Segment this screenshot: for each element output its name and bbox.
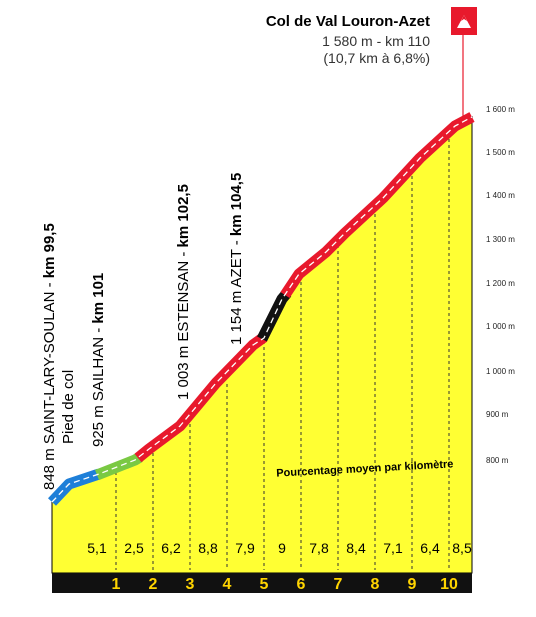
summit-altitude: 1 580 m - km 110 bbox=[322, 33, 430, 49]
gradient-label: 9 bbox=[278, 540, 286, 556]
waypoint-label: 848 m SAINT-LARY-SOULAN - km 99,5 bbox=[41, 223, 58, 490]
y-tick-label: 800 m bbox=[486, 456, 509, 465]
road-centerline bbox=[51, 116, 473, 503]
km-markers: 1 2 3 4 5 6 7 8 9 10 bbox=[112, 576, 458, 593]
km-marker: 4 bbox=[223, 576, 232, 593]
y-tick-label: 1 600 m bbox=[486, 105, 515, 114]
waypoint-km: km 104,5 bbox=[228, 173, 245, 236]
gradient-label: 7,8 bbox=[309, 540, 329, 556]
gradient-label: 7,1 bbox=[383, 540, 403, 556]
km-marker: 5 bbox=[260, 576, 269, 593]
waypoint-labels: 848 m SAINT-LARY-SOULAN - km 99,5 Pied d… bbox=[41, 173, 245, 490]
y-tick-label: 1 000 m bbox=[486, 322, 515, 331]
y-tick-label: 900 m bbox=[486, 410, 509, 419]
km-marker: 10 bbox=[440, 576, 458, 593]
km-marker: 1 bbox=[112, 576, 121, 593]
y-tick-label: 1 300 m bbox=[486, 235, 515, 244]
y-tick-label: 1 200 m bbox=[486, 279, 515, 288]
y-tick-label: 1 000 m bbox=[486, 367, 515, 376]
gradient-label: 8,4 bbox=[346, 540, 366, 556]
waypoint-place: 1 003 m ESTENSAN - bbox=[175, 247, 192, 400]
summit-info: Col de Val Louron-Azet 1 580 m - km 110 … bbox=[266, 13, 430, 66]
gradient-label: 6,4 bbox=[420, 540, 440, 556]
gradient-label: 7,9 bbox=[235, 540, 255, 556]
mountain-icon bbox=[457, 15, 471, 28]
gradient-label: 8,5 bbox=[452, 540, 472, 556]
summit-name: Col de Val Louron-Azet bbox=[266, 13, 430, 30]
waypoint-label: 1 154 m AZET - km 104,5 bbox=[228, 173, 245, 345]
gradient-label: 5,1 bbox=[87, 540, 107, 556]
km-marker: 2 bbox=[149, 576, 158, 593]
waypoint-place: 925 m SAILHAN - bbox=[90, 324, 107, 447]
waypoint-place: 848 m SAINT-LARY-SOULAN - bbox=[41, 278, 58, 490]
profile-base bbox=[52, 573, 472, 593]
summit-marker bbox=[451, 7, 477, 118]
gradient-labels: 5,1 2,5 6,2 8,8 7,9 9 7,8 8,4 7,1 6,4 8,… bbox=[87, 540, 472, 556]
y-tick-label: 1 400 m bbox=[486, 191, 515, 200]
waypoint-km: km 99,5 bbox=[41, 223, 58, 278]
km-dividers bbox=[115, 133, 450, 570]
y-tick-label: 1 500 m bbox=[486, 148, 515, 157]
summit-climb-summary: (10,7 km à 6,8%) bbox=[323, 50, 430, 66]
gradient-label: 8,8 bbox=[198, 540, 218, 556]
waypoint-km: km 102,5 bbox=[175, 184, 192, 247]
waypoint-place: 1 154 m AZET - bbox=[228, 236, 245, 345]
waypoint-label: 925 m SAILHAN - km 101 bbox=[90, 273, 107, 447]
waypoint-km: km 101 bbox=[90, 273, 107, 324]
km-marker: 8 bbox=[371, 576, 380, 593]
waypoint-label: 1 003 m ESTENSAN - km 102,5 bbox=[175, 184, 192, 400]
waypoint-note: Pied de col bbox=[60, 370, 77, 444]
km-marker: 3 bbox=[186, 576, 195, 593]
km-marker: 9 bbox=[408, 576, 417, 593]
gradient-label: 2,5 bbox=[124, 540, 144, 556]
y-axis: 800 m 900 m 1 000 m 1 000 m 1 200 m 1 30… bbox=[486, 105, 515, 465]
gradient-label: 6,2 bbox=[161, 540, 181, 556]
km-marker: 6 bbox=[297, 576, 306, 593]
km-marker: 7 bbox=[334, 576, 343, 593]
road-line bbox=[48, 112, 475, 506]
